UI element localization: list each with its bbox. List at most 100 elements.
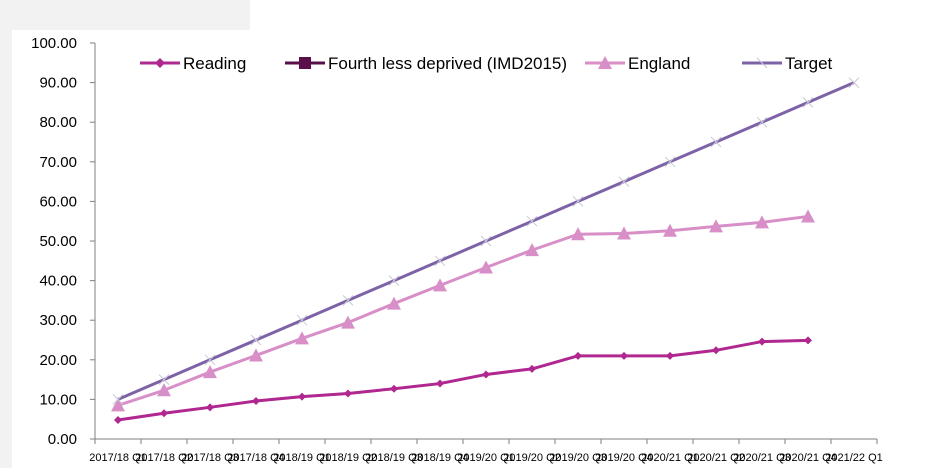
data-point (712, 346, 720, 355)
axes: 0.00 10.00 20.00 30.00 40.00 50.00 60.00 70.00 8… (31, 35, 883, 464)
data-point (296, 314, 308, 326)
x-tick-label: 2021/22 Q1 (825, 452, 883, 464)
data-point (204, 354, 216, 366)
data-point (433, 278, 447, 292)
data-point (155, 58, 165, 68)
data-point (620, 351, 628, 360)
data-point (157, 383, 171, 397)
series-line (117, 214, 809, 407)
x-tick-label: 2020/21 Q3 (733, 452, 791, 464)
series-layer (111, 77, 860, 424)
y-tick-label: 70.00 (39, 154, 77, 171)
legend-item-3: Target (742, 54, 833, 73)
data-point (598, 56, 612, 69)
x-tick-label: 2017/18 Q1 (89, 452, 147, 464)
data-point (801, 209, 815, 223)
data-point (111, 398, 125, 412)
y-tick-label: 40.00 (39, 273, 77, 290)
x-tick-label: 2020/21 Q1 (641, 452, 699, 464)
series-line (117, 338, 809, 422)
y-tick-label: 60.00 (39, 193, 77, 210)
data-point (206, 403, 214, 412)
data-point (299, 57, 311, 69)
x-tick-label: 2019/20 Q2 (503, 452, 561, 464)
decor-band-2 (0, 30, 12, 470)
data-point (112, 394, 124, 405)
legend-item-1: Fourth less deprived (IMD2015) (285, 54, 567, 73)
data-point (298, 392, 306, 401)
data-point (755, 215, 769, 229)
data-point (252, 396, 260, 405)
data-point (663, 223, 677, 237)
data-point (249, 348, 263, 362)
legend-item-2: England (585, 54, 690, 73)
data-point (572, 196, 584, 207)
data-point (528, 364, 536, 373)
y-tick-label: 100.00 (31, 35, 77, 52)
x-tick-label: 2017/18 Q2 (135, 452, 193, 464)
data-point (342, 295, 354, 306)
data-point (618, 176, 630, 187)
data-point (664, 156, 676, 168)
data-point (158, 374, 170, 385)
data-point (436, 379, 444, 388)
x-tick-label: 2020/21 Q2 (687, 452, 745, 464)
x-tick-label: 2019/20 Q1 (457, 452, 515, 464)
data-point (525, 243, 539, 257)
legend-label: Target (785, 54, 833, 73)
y-tick-label: 20.00 (39, 352, 77, 369)
data-point (203, 365, 217, 379)
legend-item-0: Reading (140, 54, 246, 73)
decor-band-1 (0, 0, 250, 30)
data-point (482, 370, 490, 379)
series-0 (114, 336, 812, 424)
y-tick-label: 50.00 (39, 233, 77, 250)
data-point (802, 97, 814, 108)
data-point (804, 336, 812, 345)
data-point (526, 215, 538, 227)
y-tick-label: 30.00 (39, 312, 77, 329)
data-point (709, 219, 723, 233)
data-point (344, 389, 352, 398)
data-point (434, 255, 446, 267)
data-point (479, 260, 493, 274)
legend: Reading Fourth less deprived (IMD2015) Eng… (140, 54, 833, 73)
y-tick-label: 10.00 (39, 391, 77, 408)
legend-label: England (628, 54, 690, 73)
y-tick-label: 80.00 (39, 114, 77, 131)
data-point (617, 226, 631, 240)
data-point (341, 315, 355, 329)
series-2 (111, 209, 815, 412)
data-point (295, 331, 309, 345)
x-tick-label: 2018/19 Q2 (319, 452, 377, 464)
data-point (114, 415, 122, 424)
data-point (387, 296, 401, 310)
x-tick-label: 2019/20 Q4 (595, 452, 653, 464)
data-point (250, 334, 262, 346)
x-tick-label: 2018/19 Q3 (365, 452, 423, 464)
data-point (666, 351, 674, 360)
legend-marker (756, 57, 768, 69)
data-point (160, 409, 168, 418)
data-point (756, 116, 768, 128)
data-point (571, 227, 585, 241)
data-point (390, 384, 398, 393)
data-point (388, 275, 400, 286)
y-tick-label: 90.00 (39, 75, 77, 92)
data-point (710, 136, 722, 148)
data-point (480, 235, 492, 247)
x-tick-label: 2017/18 Q3 (181, 452, 239, 464)
data-point (848, 77, 860, 88)
legend-label: Fourth less deprived (IMD2015) (328, 54, 567, 73)
series-3 (112, 77, 860, 405)
legend-label: Reading (183, 54, 246, 73)
x-tick-label: 2017/18 Q4 (227, 452, 285, 464)
data-point (574, 351, 582, 360)
x-tick-label: 2018/19 Q1 (273, 452, 331, 464)
y-tick-label: 0.00 (48, 431, 77, 448)
x-tick-label: 2020/21 Q4 (779, 452, 837, 464)
data-point (758, 337, 766, 346)
x-tick-label: 2019/20 Q3 (549, 452, 607, 464)
